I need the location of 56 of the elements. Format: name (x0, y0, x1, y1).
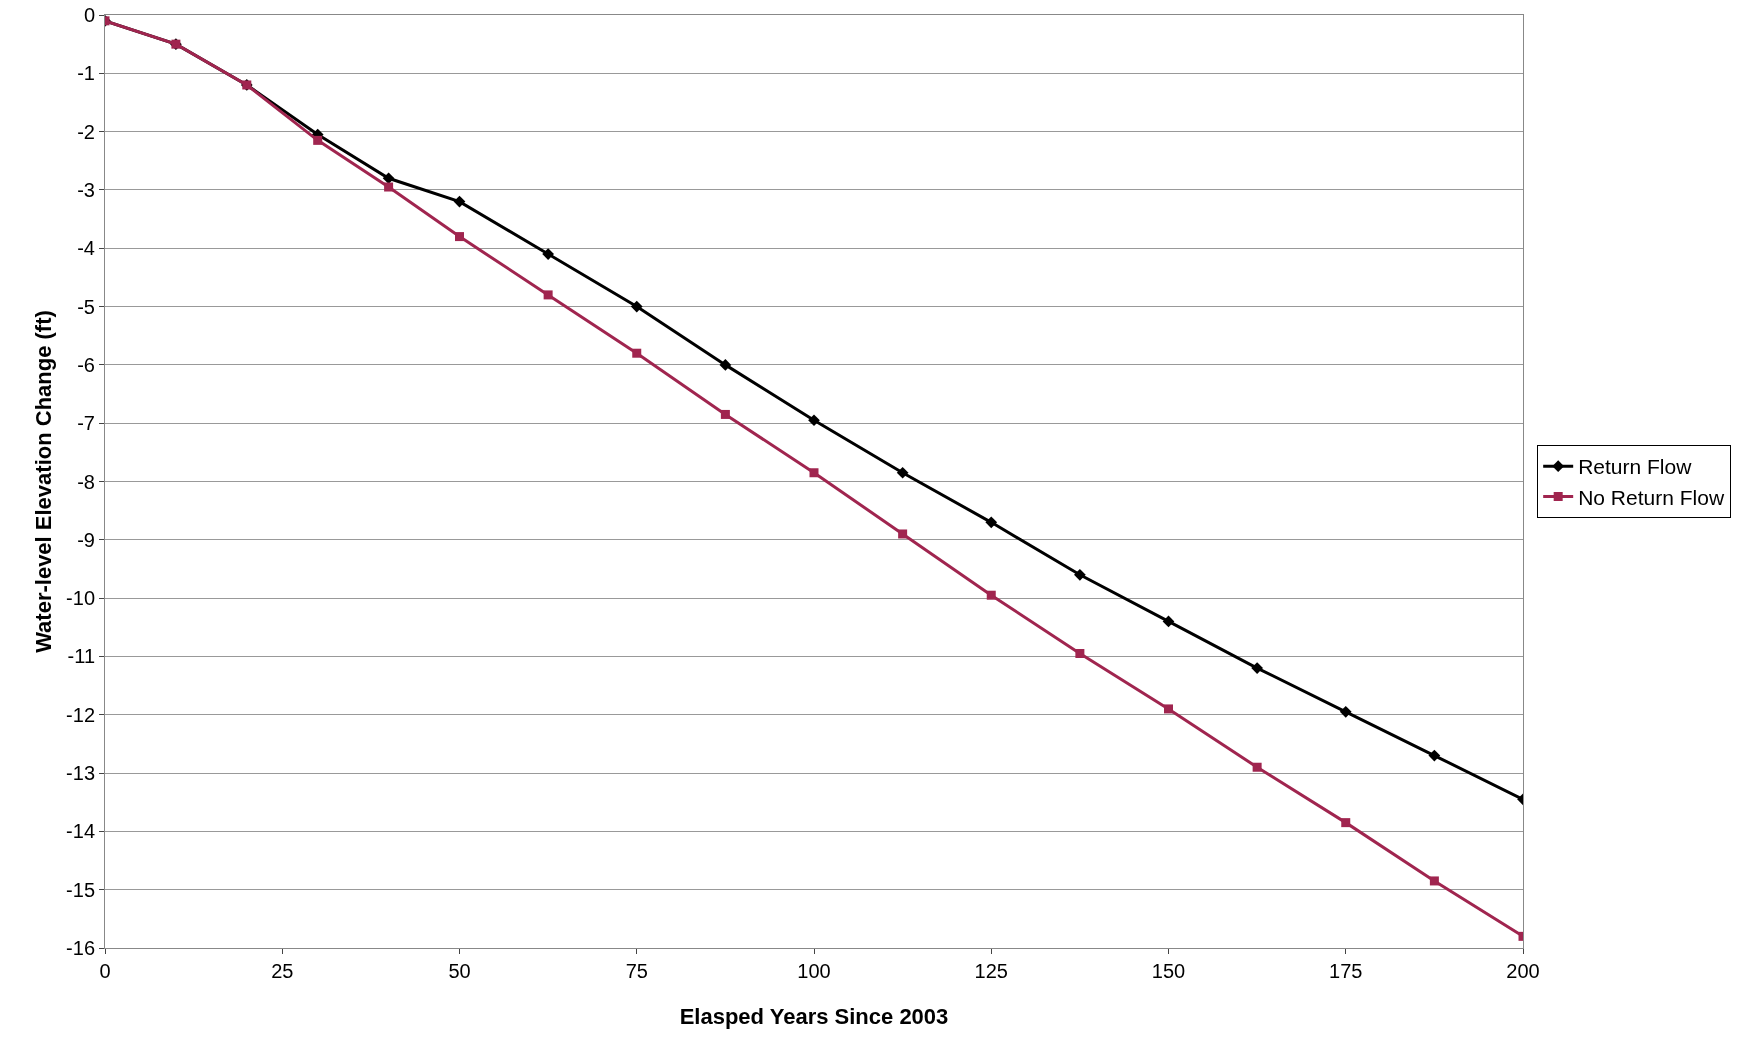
y-tick-label: -2 (77, 120, 95, 143)
y-tick-label: -13 (66, 762, 95, 785)
point (720, 409, 730, 419)
point (896, 466, 909, 479)
y-tick-label: -7 (77, 412, 95, 435)
point (1339, 705, 1352, 718)
y-axis-title: Water-level Elevation Change (ft) (31, 310, 56, 653)
y-tick-label: -15 (66, 878, 95, 901)
x-tick-label: 25 (271, 960, 294, 982)
y-tick-label: 0 (83, 4, 95, 26)
point (1162, 615, 1175, 628)
legend-label: Return Flow (1578, 455, 1693, 479)
y-tick-label: -11 (67, 645, 95, 668)
point (1252, 762, 1262, 772)
y-tick-label: -16 (66, 937, 95, 959)
point (384, 182, 394, 192)
point (313, 135, 323, 145)
x-axis-title: Elasped Years Since 2003 (679, 1004, 949, 1029)
point (1428, 749, 1441, 762)
y-tick-label: -5 (77, 295, 95, 318)
point (898, 529, 908, 539)
x-tick-label: 175 (1329, 960, 1363, 982)
point (455, 232, 464, 242)
point (1341, 818, 1351, 828)
x-tick-label: 125 (974, 960, 1008, 982)
y-tick-label: -10 (66, 587, 95, 610)
x-tick-label: 50 (448, 960, 471, 982)
point (630, 300, 643, 313)
point (986, 590, 996, 600)
x-tick-label: 200 (1506, 960, 1540, 982)
point (453, 195, 466, 208)
point (543, 290, 553, 300)
legend-label: No Return Flow (1578, 485, 1725, 509)
y-tick-label: -4 (77, 237, 95, 260)
point (809, 468, 819, 478)
x-tick-label: 75 (625, 960, 648, 982)
point (542, 248, 554, 260)
y-tick-label: -3 (77, 178, 95, 201)
point (1429, 876, 1439, 886)
point (985, 516, 998, 529)
point (1075, 649, 1085, 659)
point (1074, 568, 1086, 581)
point (1251, 662, 1263, 674)
y-tick-label: -12 (66, 703, 95, 726)
y-tick-label: -8 (77, 470, 95, 493)
point (632, 348, 642, 358)
x-tick-label: 0 (99, 960, 111, 982)
y-tick-label: -14 (66, 820, 95, 843)
point (1164, 704, 1173, 714)
point (719, 359, 732, 371)
y-tick-label: -1 (77, 62, 95, 85)
point (808, 414, 820, 427)
x-tick-label: 150 (1151, 960, 1186, 982)
y-tick-label: -6 (77, 353, 95, 376)
x-tick-label: 100 (797, 960, 831, 982)
y-tick-label: -9 (77, 528, 95, 551)
